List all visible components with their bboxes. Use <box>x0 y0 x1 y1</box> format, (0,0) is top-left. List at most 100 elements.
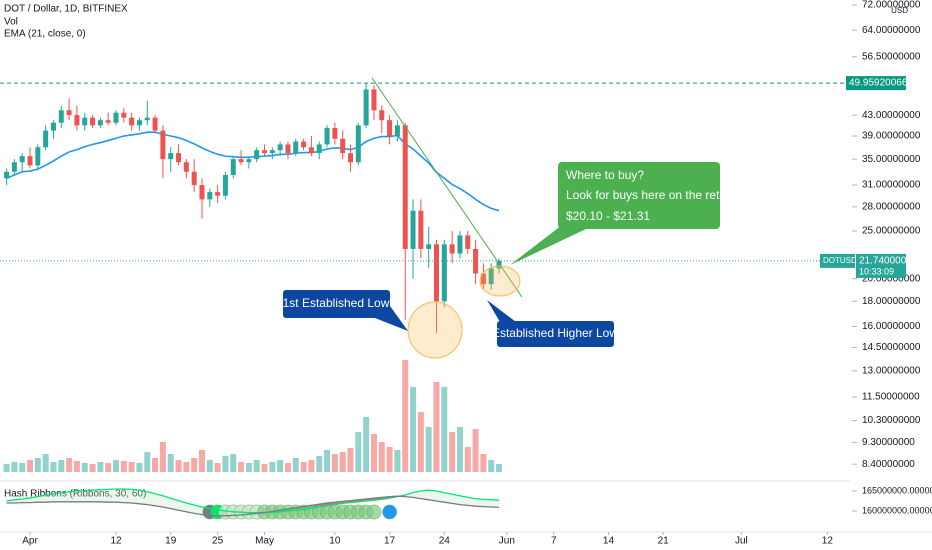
ribbon-fill <box>170 498 179 511</box>
candle-body <box>230 159 236 175</box>
candle-body <box>363 89 369 126</box>
candle-body <box>285 144 291 154</box>
candle-body <box>355 125 361 163</box>
volume-bar <box>355 432 362 472</box>
volume-bar <box>363 417 370 472</box>
ribbon-fill <box>61 491 70 502</box>
volume-bar <box>261 464 268 472</box>
candle-body <box>301 141 307 148</box>
volume-bar <box>66 458 73 472</box>
volume-bar <box>324 450 331 472</box>
volume-bar <box>402 360 409 472</box>
candle-body <box>473 248 479 274</box>
volume-bar <box>284 463 291 472</box>
y-tick-label: 165000000.00000000 <box>862 485 932 495</box>
last-price-box <box>856 253 906 278</box>
volume-bar <box>128 462 135 472</box>
volume-bar <box>230 454 237 472</box>
volume-bar <box>105 463 112 472</box>
volume-bar <box>472 429 479 472</box>
candle-body <box>316 144 322 154</box>
candle-body <box>457 235 463 254</box>
x-tick-label: 21 <box>658 536 670 547</box>
volume-bar <box>3 464 10 472</box>
volume-bar <box>433 382 440 472</box>
higher-low-ellipse <box>479 265 521 297</box>
x-tick-label: 24 <box>439 536 451 547</box>
x-tick-label: 12 <box>110 536 122 547</box>
x-tick-label: 10 <box>329 536 341 547</box>
ribbon-fill <box>92 489 101 502</box>
candle-body <box>136 120 142 126</box>
candle-body <box>4 171 10 179</box>
candle-body <box>50 122 56 131</box>
callout-box <box>283 290 390 318</box>
volume-bar <box>159 442 166 472</box>
ribbon-fill <box>147 491 156 506</box>
y-tick-label: 11.50000000 <box>862 392 920 403</box>
volume-legend: Vol <box>4 17 18 28</box>
candle-body <box>58 110 64 123</box>
volume-bar <box>167 454 174 472</box>
candle-body <box>426 244 432 249</box>
y-tick-label: 14.50000000 <box>862 342 921 353</box>
candle-body <box>222 174 228 196</box>
y-tick-label: 18.00000000 <box>862 296 921 307</box>
ribbon-fill <box>452 494 460 505</box>
volume-bar <box>370 434 377 472</box>
callout-text: Where to buy? <box>566 168 644 182</box>
volume-bar <box>50 462 57 472</box>
ribbon-fill <box>116 489 124 503</box>
volume-bar <box>277 460 284 472</box>
volume-bar <box>27 460 34 472</box>
ribbon-fill <box>139 490 148 505</box>
symbol-box <box>820 253 855 268</box>
level-label-box <box>846 76 906 91</box>
y-tick-label: 9.30000000 <box>862 437 915 448</box>
ribbon-fill <box>131 489 140 504</box>
candle-body <box>90 117 96 126</box>
y-tick-label: 39.00000000 <box>862 131 921 142</box>
volume-bar <box>175 460 182 472</box>
ribbon-fill <box>45 493 54 503</box>
y-tick-label: 43.00000000 <box>862 110 921 121</box>
candle-body <box>43 130 49 148</box>
ribbon-fill <box>123 489 132 503</box>
candle-body <box>97 120 103 126</box>
ribbon-fill <box>76 490 85 502</box>
signal-dot <box>366 504 382 520</box>
candle-body <box>35 147 41 166</box>
candle-body <box>496 260 502 269</box>
candle-body <box>168 153 174 160</box>
y-tick-label: 31.00000000 <box>862 180 921 191</box>
callout-pointer <box>487 300 516 322</box>
ribbon-fill <box>459 495 468 506</box>
candle-body <box>332 127 338 139</box>
level-label: 49.95920066 <box>849 78 908 89</box>
ribbon-fill <box>420 490 429 500</box>
callout-text: $20.10 - $21.31 <box>566 209 650 223</box>
x-tick-label: 25 <box>212 536 224 547</box>
y-tick-label: 20.00000000 <box>862 273 921 284</box>
ribbon-fill <box>436 491 445 503</box>
volume-bar <box>339 452 346 472</box>
y-tick-label: 35.00000000 <box>862 154 921 165</box>
volume-bar <box>347 448 354 472</box>
candle-body <box>144 117 150 121</box>
candle-body <box>293 141 299 154</box>
ribbon-fill <box>491 499 500 508</box>
x-tick-label: 12 <box>822 536 834 547</box>
ribbon-fill <box>100 489 109 503</box>
volume-bar <box>316 456 323 472</box>
y-tick-label: 160000000.00000000 <box>862 505 932 515</box>
x-tick-label: 7 <box>551 536 557 547</box>
volume-bar <box>425 427 432 472</box>
ribbon-fill <box>194 505 202 515</box>
trendline <box>371 77 523 298</box>
symbol-label: DOTUSD <box>823 256 857 265</box>
callout-text: 1st Established Low <box>283 296 390 310</box>
ribbon-fill <box>69 491 77 502</box>
candle-body <box>11 162 17 172</box>
candle-body <box>371 89 377 111</box>
currency: USD <box>891 6 908 15</box>
